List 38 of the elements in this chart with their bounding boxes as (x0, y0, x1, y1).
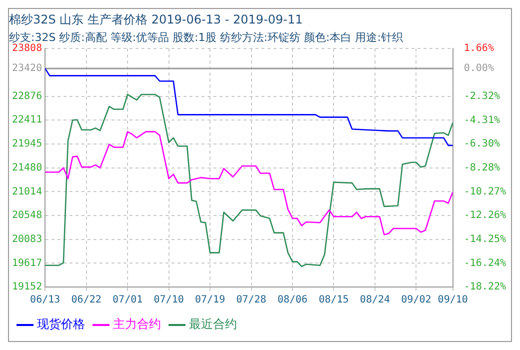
y2-tick-label: -18.22% (464, 282, 506, 293)
legend-label: 现货价格 (37, 317, 85, 332)
y2-tick-label: -8.28% (464, 162, 500, 174)
x-tick-label: 06/13 (30, 294, 60, 306)
y-tick-label: 23420 (12, 63, 42, 74)
x-tick-label: 07/19 (194, 294, 226, 306)
y-tick-label: 22411 (12, 114, 42, 126)
chart-title: 棉纱32S 山东 生产者价格 2019-06-13 - 2019-09-11 (9, 12, 303, 26)
x-tick-label: 09/02 (401, 294, 432, 306)
y-tick-label: 21480 (12, 162, 42, 174)
y2-tick-label: -4.31% (464, 114, 500, 126)
x-tick-label: 09/10 (438, 294, 468, 306)
y2-tick-label: 0.00% (464, 63, 494, 74)
legend-label: 最近合约 (189, 317, 237, 332)
y2-tick-label: 1.66% (464, 43, 494, 54)
y2-tick-label: -2.32% (464, 90, 500, 102)
x-tick-label: 08/06 (277, 294, 308, 306)
y-tick-label: 20548 (12, 210, 42, 222)
legend-label: 主力合约 (113, 317, 161, 332)
x-tick-label: 08/15 (318, 294, 349, 306)
y2-tick-label: -14.25% (464, 234, 506, 245)
y2-tick-label: -12.26% (464, 210, 506, 222)
y2-tick-label: -6.30% (464, 138, 500, 150)
y-tick-label: 21014 (12, 186, 42, 198)
x-tick-label: 07/01 (112, 294, 143, 306)
chart-subtitle: 纱支:32S 纱质:高配 等级:优等品 股数:1股 纺纱方法:环锭纺 颜色:本白 用途:针织 (9, 30, 403, 44)
y2-tick-label: -16.24% (464, 258, 506, 269)
y-tick-label: 19617 (12, 258, 42, 269)
y-tick-label: 23808 (12, 43, 42, 54)
y2-tick-label: -10.27% (464, 186, 506, 198)
x-tick-label: 08/24 (360, 294, 390, 306)
x-tick-label: 06/22 (71, 294, 102, 306)
y-tick-label: 20083 (12, 234, 42, 245)
y-tick-label: 21945 (12, 138, 42, 150)
y-tick-label: 22876 (12, 90, 42, 102)
x-tick-label: 07/28 (236, 294, 266, 306)
y-tick-label: 19152 (12, 282, 42, 293)
x-tick-label: 07/10 (154, 294, 184, 306)
